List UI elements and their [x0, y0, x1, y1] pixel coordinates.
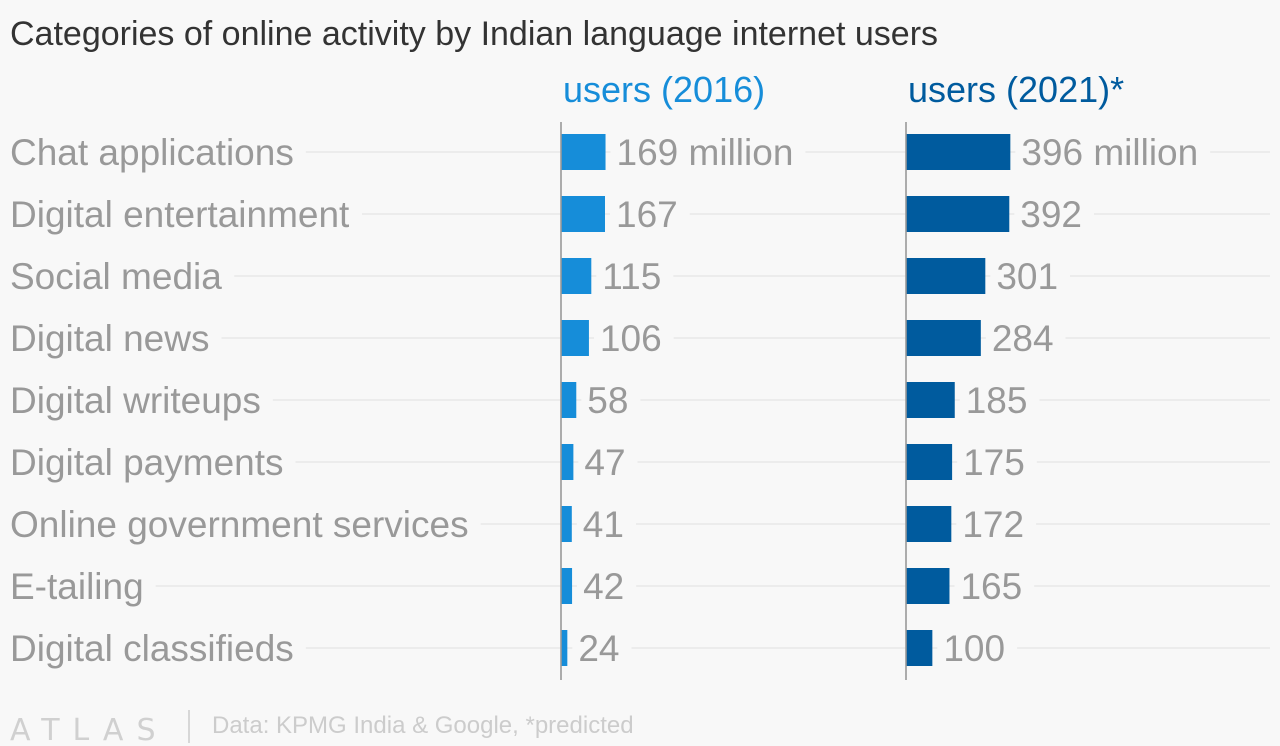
category-label: Digital entertainment [10, 194, 350, 235]
bar [561, 134, 606, 170]
value-gap [577, 582, 637, 590]
bar [906, 444, 953, 480]
bar [561, 444, 574, 480]
series-panel: users (2021)* 396 million 392 301 284 185 175 1… [905, 69, 1211, 680]
bar [906, 630, 933, 666]
bar [906, 506, 952, 542]
value-gap [1014, 210, 1095, 218]
value-label: 58 [587, 380, 628, 421]
value-gap [576, 520, 636, 528]
label-gap [10, 334, 222, 342]
value-label: 106 [600, 318, 662, 359]
value-gap [581, 396, 641, 404]
value-gap [593, 334, 674, 342]
value-label: 41 [583, 504, 624, 545]
series-header: users (2021)* [908, 69, 1124, 110]
value-gap [937, 644, 1018, 652]
bar [906, 568, 950, 604]
bar [561, 630, 568, 666]
bar [906, 258, 986, 294]
bar [561, 568, 573, 604]
category-label: Online government services [10, 504, 469, 545]
bar [561, 506, 572, 542]
label-gap [10, 396, 273, 404]
value-gap [578, 458, 638, 466]
value-gap [610, 148, 806, 156]
value-gap [959, 396, 1040, 404]
value-gap [990, 272, 1071, 280]
category-label: Chat applications [10, 132, 294, 173]
value-gap [1015, 148, 1211, 156]
label-gap [10, 458, 296, 466]
value-label: 169 million [617, 132, 794, 173]
value-label: 172 [962, 504, 1024, 545]
value-label: 392 [1020, 194, 1082, 235]
bar [561, 196, 606, 232]
bar [906, 134, 1011, 170]
footer: ATLAS Data: KPMG India & Google, *predic… [10, 710, 634, 746]
value-gap [610, 210, 690, 218]
value-label: 167 [616, 194, 678, 235]
value-label: 185 [966, 380, 1028, 421]
category-label: Digital writeups [10, 380, 261, 421]
bar [561, 320, 589, 356]
series-panel: users (2016) 169 million 167 115 106 58 47 41 42… [560, 69, 806, 680]
value-label: 100 [943, 628, 1005, 669]
value-label: 175 [963, 442, 1025, 483]
label-gap [10, 582, 156, 590]
value-label: 165 [960, 566, 1022, 607]
value-label: 24 [578, 628, 619, 669]
series-header: users (2016) [563, 69, 765, 110]
bar [906, 196, 1010, 232]
bar [561, 382, 577, 418]
label-gap [10, 644, 306, 652]
label-gap [10, 520, 481, 528]
source-note: Data: KPMG India & Google, *predicted [212, 712, 634, 739]
value-gap [957, 458, 1037, 466]
category-label: Digital news [10, 318, 209, 359]
label-gap [10, 272, 235, 280]
bar [906, 320, 981, 356]
value-label: 396 million [1021, 132, 1198, 173]
bar [561, 258, 592, 294]
value-label: 115 [602, 256, 661, 297]
label-gap [10, 210, 363, 218]
value-label: 47 [584, 442, 625, 483]
category-label: Digital classifieds [10, 628, 294, 669]
value-gap [954, 582, 1035, 590]
value-label: 284 [992, 318, 1054, 359]
category-label: E-tailing [10, 566, 144, 607]
label-gap [10, 148, 306, 156]
bar [906, 382, 955, 418]
value-gap [956, 520, 1037, 528]
value-gap [596, 272, 674, 280]
category-label: Social media [10, 256, 222, 297]
atlas-logo: ATLAS [10, 713, 169, 746]
value-label: 301 [996, 256, 1058, 297]
chart-title: Categories of online activity by Indian … [10, 15, 938, 53]
category-label: Digital payments [10, 442, 284, 483]
value-gap [572, 644, 632, 652]
value-label: 42 [583, 566, 624, 607]
value-gap [985, 334, 1066, 342]
